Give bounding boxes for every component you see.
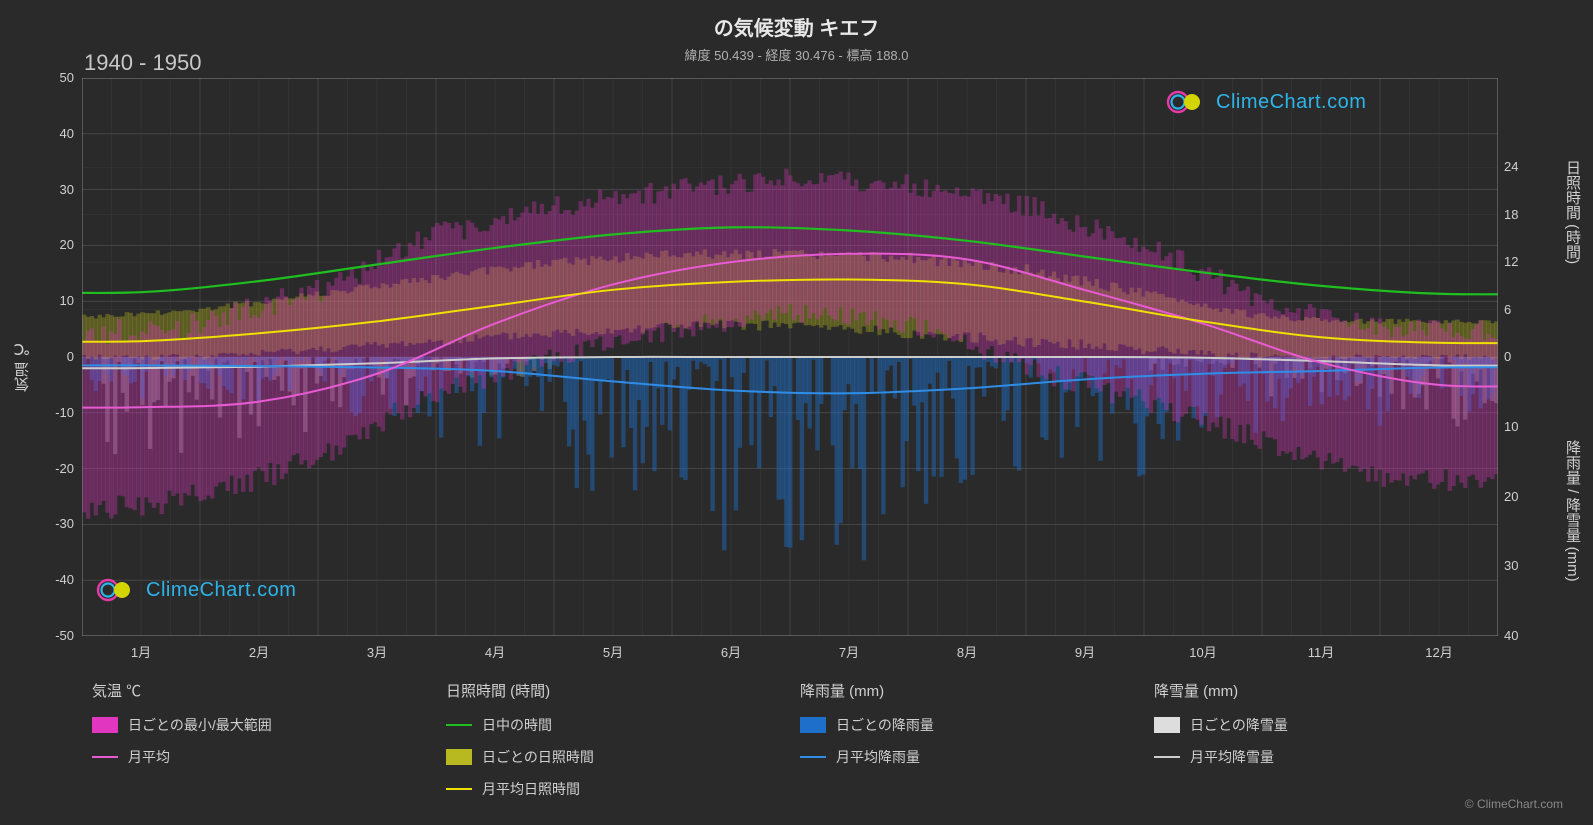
legend-item: 月平均 <box>92 747 426 767</box>
legend-item: 日中の時間 <box>446 715 780 735</box>
legend-item: 月平均降雪量 <box>1154 747 1488 767</box>
y-right-top-tick: 18 <box>1504 207 1544 222</box>
x-tick: 10月 <box>1178 642 1228 661</box>
legend: 気温 ℃ 日ごとの最小/最大範囲月平均 日照時間 (時間) 日中の時間日ごとの日照時間… <box>82 680 1498 811</box>
legend-swatch <box>800 717 826 733</box>
legend-column: 降雨量 (mm) 日ごとの降雨量月平均降雨量 <box>790 680 1144 811</box>
brand-logo-icon <box>1166 88 1210 116</box>
x-tick: 3月 <box>352 642 402 661</box>
y-right-top-tick: 24 <box>1504 159 1544 174</box>
legend-swatch <box>1154 717 1180 733</box>
y-left-tick: -50 <box>34 628 74 643</box>
x-tick: 6月 <box>706 642 756 661</box>
legend-swatch <box>1154 756 1180 758</box>
legend-item: 月平均日照時間 <box>446 779 780 799</box>
brand-logo-bottom: ClimeChart.com <box>96 576 296 604</box>
y-right-bottom-tick: 10 <box>1504 419 1544 434</box>
legend-label: 月平均降雪量 <box>1190 747 1274 767</box>
y-right-bottom-tick: 20 <box>1504 489 1544 504</box>
x-tick: 7月 <box>824 642 874 661</box>
y-left-tick: 40 <box>34 126 74 141</box>
brand-logo-icon <box>96 576 140 604</box>
legend-item: 月平均降雨量 <box>800 747 1134 767</box>
y-left-tick: 0 <box>34 349 74 364</box>
legend-swatch <box>446 724 472 726</box>
y-left-tick: 50 <box>34 70 74 85</box>
legend-heading: 日照時間 (時間) <box>446 680 780 701</box>
brand-logo-top: ClimeChart.com <box>1166 88 1366 116</box>
x-tick: 4月 <box>470 642 520 661</box>
y-left-tick: -20 <box>34 461 74 476</box>
y-left-tick: -10 <box>34 405 74 420</box>
legend-item: 日ごとの最小/最大範囲 <box>92 715 426 735</box>
legend-label: 月平均降雨量 <box>836 747 920 767</box>
y-axis-left-label: 気温 ℃ <box>12 340 33 392</box>
x-tick: 1月 <box>116 642 166 661</box>
y-right-bottom-tick: 30 <box>1504 558 1544 573</box>
x-tick: 11月 <box>1296 642 1346 661</box>
period-label: 1940 - 1950 <box>84 50 201 76</box>
legend-label: 月平均日照時間 <box>482 779 580 799</box>
legend-label: 日ごとの日照時間 <box>482 747 594 767</box>
legend-item: 日ごとの日照時間 <box>446 747 780 767</box>
y-right-top-tick: 6 <box>1504 302 1544 317</box>
y-right-bottom-tick: 40 <box>1504 628 1544 643</box>
legend-heading: 降雪量 (mm) <box>1154 680 1488 701</box>
chart-area <box>82 78 1498 636</box>
footer-brand: © ClimeChart.com <box>1465 797 1563 811</box>
legend-column: 日照時間 (時間) 日中の時間日ごとの日照時間月平均日照時間 <box>436 680 790 811</box>
legend-swatch <box>800 756 826 758</box>
x-tick: 2月 <box>234 642 284 661</box>
legend-swatch <box>92 756 118 758</box>
y-right-top-tick: 12 <box>1504 254 1544 269</box>
legend-swatch <box>446 788 472 790</box>
y-left-tick: -30 <box>34 516 74 531</box>
x-tick: 12月 <box>1414 642 1464 661</box>
legend-item: 日ごとの降雪量 <box>1154 715 1488 735</box>
legend-heading: 気温 ℃ <box>92 680 426 701</box>
y-axis-right-bottom-label: 降雨量 / 降雪量 (mm) <box>1562 440 1583 582</box>
legend-swatch <box>446 749 472 765</box>
legend-column: 気温 ℃ 日ごとの最小/最大範囲月平均 <box>82 680 436 811</box>
x-tick: 9月 <box>1060 642 1110 661</box>
legend-label: 日ごとの降雨量 <box>836 715 934 735</box>
legend-label: 日ごとの最小/最大範囲 <box>128 715 272 735</box>
legend-swatch <box>92 717 118 733</box>
legend-label: 日ごとの降雪量 <box>1190 715 1288 735</box>
legend-column: 降雪量 (mm) 日ごとの降雪量月平均降雪量 <box>1144 680 1498 811</box>
y-left-tick: 10 <box>34 293 74 308</box>
legend-label: 日中の時間 <box>482 715 552 735</box>
y-axis-right-top-label: 日照時間 (時間) <box>1562 160 1583 264</box>
brand-logo-text: ClimeChart.com <box>146 579 296 602</box>
y-left-tick: 20 <box>34 237 74 252</box>
plot-svg <box>82 78 1498 636</box>
y-right-top-tick: 0 <box>1504 349 1544 364</box>
legend-heading: 降雨量 (mm) <box>800 680 1134 701</box>
y-left-tick: 30 <box>34 182 74 197</box>
legend-label: 月平均 <box>128 747 170 767</box>
brand-logo-text: ClimeChart.com <box>1216 91 1366 114</box>
x-tick: 8月 <box>942 642 992 661</box>
chart-subtitle: 緯度 50.439 - 経度 30.476 - 標高 188.0 <box>0 45 1593 64</box>
legend-item: 日ごとの降雨量 <box>800 715 1134 735</box>
x-tick: 5月 <box>588 642 638 661</box>
chart-title: の気候変動 キエフ <box>0 12 1593 41</box>
y-left-tick: -40 <box>34 572 74 587</box>
